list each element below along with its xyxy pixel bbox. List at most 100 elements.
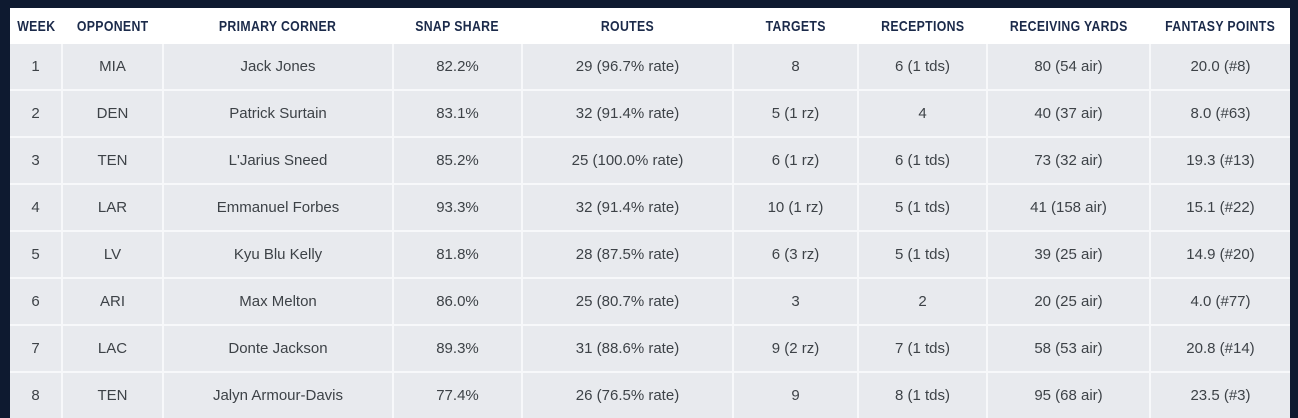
table-row-week-4: 4 LAR Emmanuel Forbes 93.3% 32 (91.4% rate) 1… xyxy=(10,183,1290,231)
cell-receiving-yards: 80 (54 air) xyxy=(986,44,1150,90)
cell-snap-share: 77.4% xyxy=(392,371,522,418)
column-header-label: ROUTES xyxy=(600,17,655,35)
column-header-label: SNAP SHARE xyxy=(415,17,500,35)
cell-primary-corner: L'Jarius Sneed xyxy=(162,136,393,184)
table-body: 1 MIA Jack Jones 82.2% 29 (96.7% rate) 8 6 (1 … xyxy=(10,44,1290,418)
cell-routes: 26 (76.5% rate) xyxy=(521,371,733,418)
cell-week: 8 xyxy=(10,371,62,418)
cell-routes: 28 (87.5% rate) xyxy=(521,230,733,278)
column-header-label: OPPONENT xyxy=(76,17,149,35)
cell-receptions: 5 (1 tds) xyxy=(857,183,987,231)
cell-receptions: 6 (1 tds) xyxy=(857,136,987,184)
cell-snap-share: 93.3% xyxy=(392,183,522,231)
cell-receiving-yards: 20 (25 air) xyxy=(986,277,1150,325)
cell-primary-corner: Emmanuel Forbes xyxy=(162,183,393,231)
table-row-week-7: 7 LAC Donte Jackson 89.3% 31 (88.6% rate) 9 (… xyxy=(10,324,1290,372)
cell-fantasy-points: 14.9 (#20) xyxy=(1149,230,1290,278)
table-row-week-1: 1 MIA Jack Jones 82.2% 29 (96.7% rate) 8 6 (1 … xyxy=(10,44,1290,90)
cell-fantasy-points: 15.1 (#22) xyxy=(1149,183,1290,231)
cell-targets: 8 xyxy=(732,44,858,90)
cell-snap-share: 82.2% xyxy=(392,44,522,90)
column-header-label: WEEK xyxy=(16,17,56,35)
table-header-row: WEEK OPPONENT PRIMARY CORNER SNAP SHARE ROUT… xyxy=(10,8,1290,44)
cell-receiving-yards: 39 (25 air) xyxy=(986,230,1150,278)
column-header-opponent: OPPONENT xyxy=(62,8,163,44)
cell-snap-share: 83.1% xyxy=(392,89,522,137)
cell-opponent: LAR xyxy=(61,183,163,231)
column-header-label: FANTASY POINTS xyxy=(1164,17,1276,35)
cell-targets: 9 xyxy=(732,371,858,418)
cell-fantasy-points: 4.0 (#77) xyxy=(1149,277,1290,325)
table-row-week-5: 5 LV Kyu Blu Kelly 81.8% 28 (87.5% rate) 6 (3… xyxy=(10,230,1290,278)
cell-primary-corner: Kyu Blu Kelly xyxy=(162,230,393,278)
cell-receptions: 8 (1 tds) xyxy=(857,371,987,418)
cell-week: 4 xyxy=(10,183,62,231)
column-header-fantasy-points: FANTASY POINTS xyxy=(1150,8,1290,44)
cell-receiving-yards: 41 (158 air) xyxy=(986,183,1150,231)
cell-week: 7 xyxy=(10,324,62,372)
cell-snap-share: 81.8% xyxy=(392,230,522,278)
cell-fantasy-points: 20.8 (#14) xyxy=(1149,324,1290,372)
cell-fantasy-points: 20.0 (#8) xyxy=(1149,44,1290,90)
table-row-week-6: 6 ARI Max Melton 86.0% 25 (80.7% rate) 3 2 20 (… xyxy=(10,277,1290,325)
cell-targets: 9 (2 rz) xyxy=(732,324,858,372)
cell-primary-corner: Donte Jackson xyxy=(162,324,393,372)
column-header-label: RECEPTIONS xyxy=(880,17,965,35)
cell-week: 1 xyxy=(10,44,62,90)
cell-snap-share: 89.3% xyxy=(392,324,522,372)
cell-routes: 25 (100.0% rate) xyxy=(521,136,733,184)
cell-targets: 5 (1 rz) xyxy=(732,89,858,137)
cell-routes: 29 (96.7% rate) xyxy=(521,44,733,90)
column-header-targets: TARGETS xyxy=(733,8,858,44)
column-header-label: RECEIVING YARDS xyxy=(1009,17,1128,35)
cell-receptions: 7 (1 tds) xyxy=(857,324,987,372)
cell-snap-share: 85.2% xyxy=(392,136,522,184)
cell-opponent: MIA xyxy=(61,44,163,90)
column-header-week: WEEK xyxy=(10,8,62,44)
cell-targets: 10 (1 rz) xyxy=(732,183,858,231)
column-header-primary-corner: PRIMARY CORNER xyxy=(163,8,393,44)
table-row-week-2: 2 DEN Patrick Surtain 83.1% 32 (91.4% rate) 5… xyxy=(10,89,1290,137)
stats-table-frame: WEEK OPPONENT PRIMARY CORNER SNAP SHARE ROUT… xyxy=(10,8,1290,418)
cell-receiving-yards: 95 (68 air) xyxy=(986,371,1150,418)
column-header-label: TARGETS xyxy=(765,17,826,35)
cell-routes: 31 (88.6% rate) xyxy=(521,324,733,372)
column-header-snap-share: SNAP SHARE xyxy=(393,8,522,44)
cell-targets: 6 (3 rz) xyxy=(732,230,858,278)
column-header-receiving-yards: RECEIVING YARDS xyxy=(987,8,1150,44)
column-header-routes: ROUTES xyxy=(522,8,733,44)
cell-week: 5 xyxy=(10,230,62,278)
cell-opponent: LAC xyxy=(61,324,163,372)
cell-opponent: DEN xyxy=(61,89,163,137)
cell-receptions: 4 xyxy=(857,89,987,137)
cell-week: 6 xyxy=(10,277,62,325)
cell-primary-corner: Jack Jones xyxy=(162,44,393,90)
column-header-label: PRIMARY CORNER xyxy=(219,17,337,35)
cell-receiving-yards: 73 (32 air) xyxy=(986,136,1150,184)
table-row-week-3: 3 TEN L'Jarius Sneed 85.2% 25 (100.0% rate) 6… xyxy=(10,136,1290,184)
cell-snap-share: 86.0% xyxy=(392,277,522,325)
table-row-week-8: 8 TEN Jalyn Armour-Davis 77.4% 26 (76.5% rat… xyxy=(10,371,1290,418)
cell-receptions: 2 xyxy=(857,277,987,325)
cell-targets: 6 (1 rz) xyxy=(732,136,858,184)
cell-opponent: ARI xyxy=(61,277,163,325)
cell-primary-corner: Jalyn Armour-Davis xyxy=(162,371,393,418)
cell-receptions: 5 (1 tds) xyxy=(857,230,987,278)
cell-routes: 25 (80.7% rate) xyxy=(521,277,733,325)
cell-receptions: 6 (1 tds) xyxy=(857,44,987,90)
cell-opponent: TEN xyxy=(61,371,163,418)
cell-opponent: TEN xyxy=(61,136,163,184)
cell-fantasy-points: 23.5 (#3) xyxy=(1149,371,1290,418)
cell-week: 3 xyxy=(10,136,62,184)
cell-receiving-yards: 58 (53 air) xyxy=(986,324,1150,372)
cell-primary-corner: Patrick Surtain xyxy=(162,89,393,137)
cell-primary-corner: Max Melton xyxy=(162,277,393,325)
cell-routes: 32 (91.4% rate) xyxy=(521,89,733,137)
cell-routes: 32 (91.4% rate) xyxy=(521,183,733,231)
cell-fantasy-points: 8.0 (#63) xyxy=(1149,89,1290,137)
cell-fantasy-points: 19.3 (#13) xyxy=(1149,136,1290,184)
weekly-matchup-stats-table: WEEK OPPONENT PRIMARY CORNER SNAP SHARE ROUT… xyxy=(10,8,1290,418)
cell-receiving-yards: 40 (37 air) xyxy=(986,89,1150,137)
cell-week: 2 xyxy=(10,89,62,137)
